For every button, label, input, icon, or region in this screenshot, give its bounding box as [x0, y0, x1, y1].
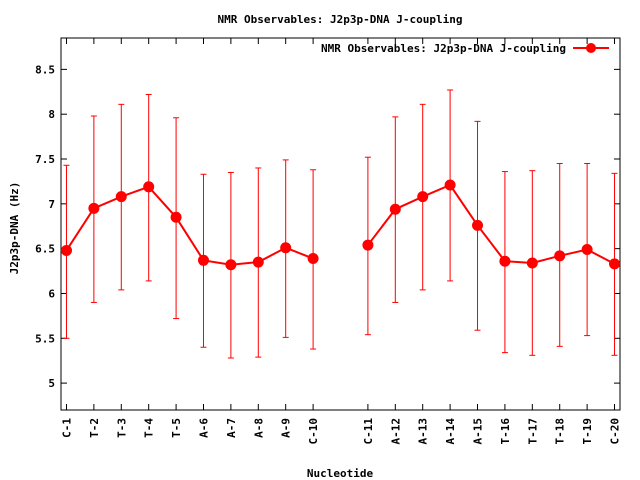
x-tick-label: A-6 — [197, 418, 210, 438]
y-tick-label: 5 — [48, 377, 55, 390]
data-point — [581, 244, 593, 256]
y-tick-label: 8.5 — [35, 63, 55, 76]
error-bars — [63, 89, 618, 359]
y-tick-label: 8 — [48, 108, 55, 121]
y-tick-label: 5.5 — [35, 332, 55, 345]
data-point — [60, 244, 72, 256]
plot-frame — [60, 37, 621, 411]
data-point — [307, 253, 319, 265]
series-line-segment-2 — [367, 183, 615, 265]
x-tick-label: A-8 — [252, 418, 265, 438]
x-axis-label: Nucleotide — [307, 467, 374, 480]
x-tick-label: T-5 — [170, 418, 183, 438]
x-tick-label: A-13 — [417, 418, 430, 445]
data-point — [170, 211, 182, 223]
x-tick-label: A-15 — [472, 418, 485, 445]
y-tick-label: 6 — [48, 287, 55, 300]
data-point — [417, 191, 429, 203]
x-tick-label: T-3 — [115, 418, 128, 438]
x-tick-label: C-10 — [307, 418, 320, 445]
legend-label: NMR Observables: J2p3p-DNA J-coupling — [321, 42, 566, 55]
x-tick-label: A-9 — [280, 418, 293, 438]
axis-ticks: 5 5.5 6 6.5 7 7.5 8 8.5 C-1 T-2 T-3 T-4 T-5 A-6 A-7 A-8… — [35, 38, 622, 445]
x-tick-label: A-12 — [389, 418, 402, 445]
y-axis-label: J2p3p-DNA (Hz) — [8, 182, 21, 275]
data-point — [609, 258, 621, 270]
data-point — [280, 242, 292, 254]
x-tick-label: T-4 — [143, 418, 156, 438]
data-point — [362, 239, 374, 251]
x-tick-label: C-11 — [362, 418, 375, 445]
data-point — [88, 202, 100, 214]
series-line-segment-1 — [65, 185, 314, 266]
data-point — [444, 179, 456, 191]
data-point — [499, 255, 511, 267]
x-tick-label: C-20 — [609, 418, 622, 445]
x-tick-label: T-2 — [88, 418, 101, 438]
x-tick-label: T-18 — [554, 418, 567, 445]
x-tick-label: A-14 — [444, 418, 457, 445]
chart-title: NMR Observables: J2p3p-DNA J-coupling — [217, 13, 462, 26]
data-points — [60, 179, 621, 271]
data-point — [143, 181, 155, 193]
x-tick-label: A-7 — [225, 418, 238, 438]
data-point — [526, 257, 538, 269]
x-tick-label: T-19 — [581, 418, 594, 445]
x-tick-label: C-1 — [60, 418, 73, 438]
y-tick-label: 6.5 — [35, 243, 55, 256]
data-point — [252, 256, 264, 268]
data-point — [197, 254, 209, 266]
data-point — [554, 250, 566, 262]
y-tick-label: 7.5 — [35, 153, 55, 166]
data-point — [115, 191, 127, 203]
x-tick-label: T-16 — [499, 418, 512, 445]
series-lines — [65, 183, 615, 266]
y-tick-label: 7 — [48, 198, 55, 211]
data-point — [472, 219, 484, 231]
legend: NMR Observables: J2p3p-DNA J-coupling — [321, 42, 609, 55]
data-point — [389, 203, 401, 215]
data-point — [225, 259, 237, 271]
x-tick-label: T-17 — [526, 418, 539, 445]
legend-marker-sample — [586, 43, 596, 53]
